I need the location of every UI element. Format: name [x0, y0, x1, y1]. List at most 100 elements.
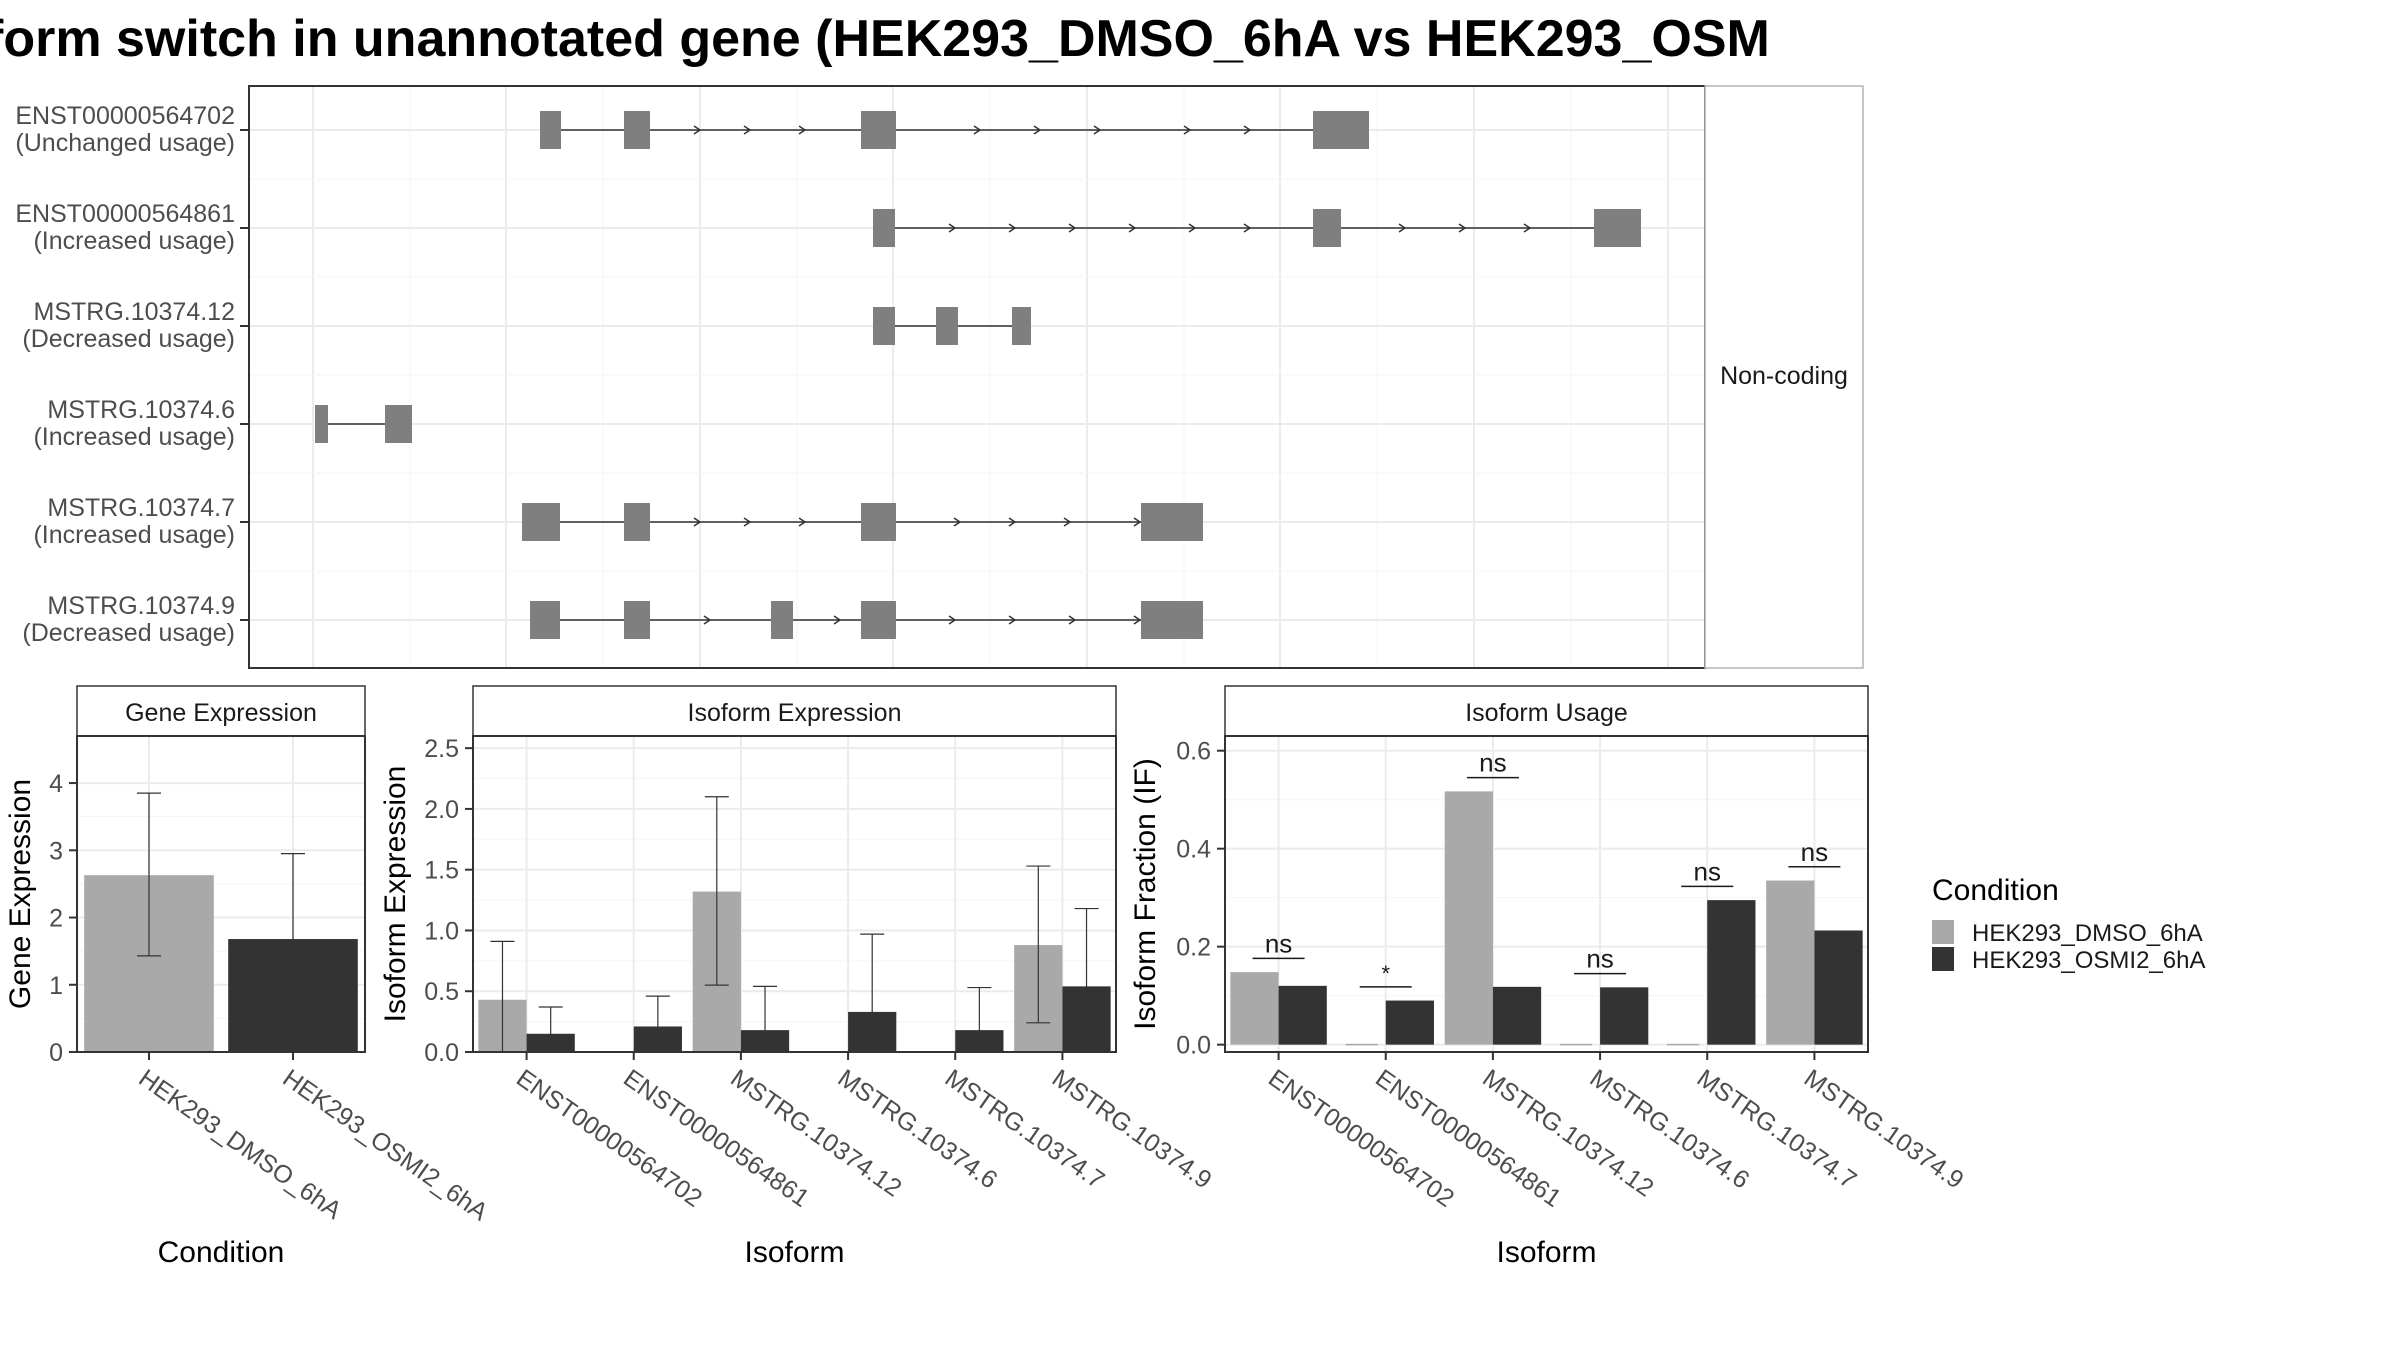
intron-direction-arrow: [1243, 223, 1252, 233]
intron-direction-arrow: [1458, 223, 1467, 233]
y-tick-label: 1: [49, 972, 63, 1000]
exon-block: [873, 209, 895, 247]
intron-direction-arrow: [833, 615, 842, 625]
intron-direction-arrow: [1243, 125, 1252, 135]
y-axis-title: Isoform Expression: [379, 766, 412, 1023]
intron-direction-arrow: [948, 615, 957, 625]
exon-block: [540, 111, 561, 149]
structure-panel: Non-coding ENST00000564702(Unchanged usa…: [15, 85, 1864, 669]
intron-direction-arrow: [1093, 125, 1102, 135]
panel-title-strip: [1224, 685, 1869, 737]
exon-block: [522, 503, 560, 541]
intron-direction-arrow: [1068, 223, 1077, 233]
panel-title: Isoform Expression: [688, 699, 902, 727]
intron-direction-arrow: [1008, 517, 1017, 527]
structure-isoform-usage: (Decreased usage): [22, 325, 235, 353]
exon-block: [861, 601, 896, 639]
y-tick-label: 0.5: [424, 978, 459, 1006]
x-axis-title: Isoform: [1496, 1236, 1596, 1269]
exon-block: [936, 307, 958, 345]
data-bar: [1814, 930, 1863, 1045]
panel-title: Isoform Usage: [1465, 699, 1628, 727]
exon-block: [1313, 111, 1369, 149]
y-tick-label: 0: [49, 1039, 63, 1067]
structure-isoform-usage: (Decreased usage): [22, 619, 235, 647]
intron-direction-arrow: [798, 517, 807, 527]
data-bar: [1278, 985, 1327, 1045]
legend-label-dmso: HEK293_DMSO_6hA: [1972, 920, 2203, 947]
legend-label-osmi: HEK293_OSMI2_6hA: [1972, 947, 2205, 974]
y-tick-label: 2.5: [424, 735, 459, 763]
exon-block: [1313, 209, 1341, 247]
y-tick-label: 0.0: [1176, 1032, 1211, 1060]
panel-title: Gene Expression: [125, 699, 317, 727]
data-bar: [1766, 880, 1815, 1045]
significance-label: ns: [1694, 856, 1721, 886]
data-bar: [1385, 1000, 1434, 1045]
x-tick-label: ENST00000564861: [618, 1064, 814, 1213]
intron-direction-arrow: [1008, 615, 1017, 625]
exon-block: [1141, 601, 1203, 639]
intron-direction-arrow: [703, 615, 712, 625]
legend: Condition HEK293_DMSO_6hA HEK293_OSMI2_6…: [1932, 874, 2205, 974]
significance-label: ns: [1586, 944, 1613, 974]
data-bar: [1230, 972, 1279, 1045]
y-tick-label: 1.5: [424, 857, 459, 885]
exon-block: [530, 601, 560, 639]
y-tick-label: 4: [49, 770, 63, 798]
structure-isoform-name: ENST00000564861: [15, 200, 235, 228]
x-tick-label: ENST00000564702: [1263, 1064, 1459, 1213]
structure-isoform-name: MSTRG.10374.9: [47, 592, 235, 620]
intron-direction-arrow: [1183, 125, 1192, 135]
structure-isoform-usage: (Unchanged usage): [15, 129, 235, 157]
intron-direction-arrow: [1188, 223, 1197, 233]
y-tick-label: 2.0: [424, 796, 459, 824]
structure-plot-border: [248, 85, 1706, 669]
x-axis-title: Isoform: [744, 1236, 844, 1269]
structure-tracks: [315, 111, 1641, 639]
structure-isoform-usage: (Increased usage): [33, 521, 235, 549]
significance-label: *: [1381, 961, 1390, 986]
intron-direction-arrow: [1523, 223, 1532, 233]
panel-title-strip: [76, 685, 366, 737]
y-tick-label: 0.0: [424, 1039, 459, 1067]
y-axis-title: Gene Expression: [4, 779, 37, 1009]
gene-expression-chart: Gene Expression01234HEK293_DMSO_6hAHEK29…: [4, 685, 493, 1269]
panel-border: [1224, 735, 1869, 1053]
exon-block: [1141, 503, 1203, 541]
intron-direction-arrow: [1133, 517, 1142, 527]
y-tick-label: 0.6: [1176, 738, 1211, 766]
intron-direction-arrow: [1008, 223, 1017, 233]
y-tick-label: 0.2: [1176, 934, 1211, 962]
intron-direction-arrow: [693, 125, 702, 135]
exon-block: [624, 503, 650, 541]
intron-direction-arrow: [743, 517, 752, 527]
structure-facet-label: Non-coding: [1720, 362, 1848, 390]
exon-block: [315, 405, 328, 443]
intron-direction-arrow: [1128, 223, 1137, 233]
structure-isoform-name: MSTRG.10374.7: [47, 494, 235, 522]
y-tick-label: 2: [49, 905, 63, 933]
structure-isoform-usage: (Increased usage): [33, 227, 235, 255]
y-tick-label: 3: [49, 837, 63, 865]
panel-border: [76, 735, 366, 1053]
y-tick-label: 1.0: [424, 917, 459, 945]
y-tick-label: 0.4: [1176, 836, 1211, 864]
legend-title: Condition: [1932, 874, 2059, 907]
structure-isoform-usage: (Increased usage): [33, 423, 235, 451]
structure-isoform-labels: ENST00000564702(Unchanged usage) ENST0000…: [15, 102, 249, 647]
structure-isoform-name: ENST00000564702: [15, 102, 235, 130]
intron-direction-arrow: [1063, 517, 1072, 527]
intron-direction-arrow: [743, 125, 752, 135]
data-bar: [1707, 900, 1756, 1045]
intron-direction-arrow: [1033, 125, 1042, 135]
structure-isoform-name: MSTRG.10374.6: [47, 396, 235, 424]
figure-title: form switch in unannotated gene (HEK293_…: [0, 10, 1770, 68]
significance-label: ns: [1801, 837, 1828, 867]
intron-direction-arrow: [693, 517, 702, 527]
exon-block: [385, 405, 412, 443]
panel-background: [473, 736, 1116, 1052]
exon-block: [861, 503, 896, 541]
panel-border: [472, 735, 1117, 1053]
